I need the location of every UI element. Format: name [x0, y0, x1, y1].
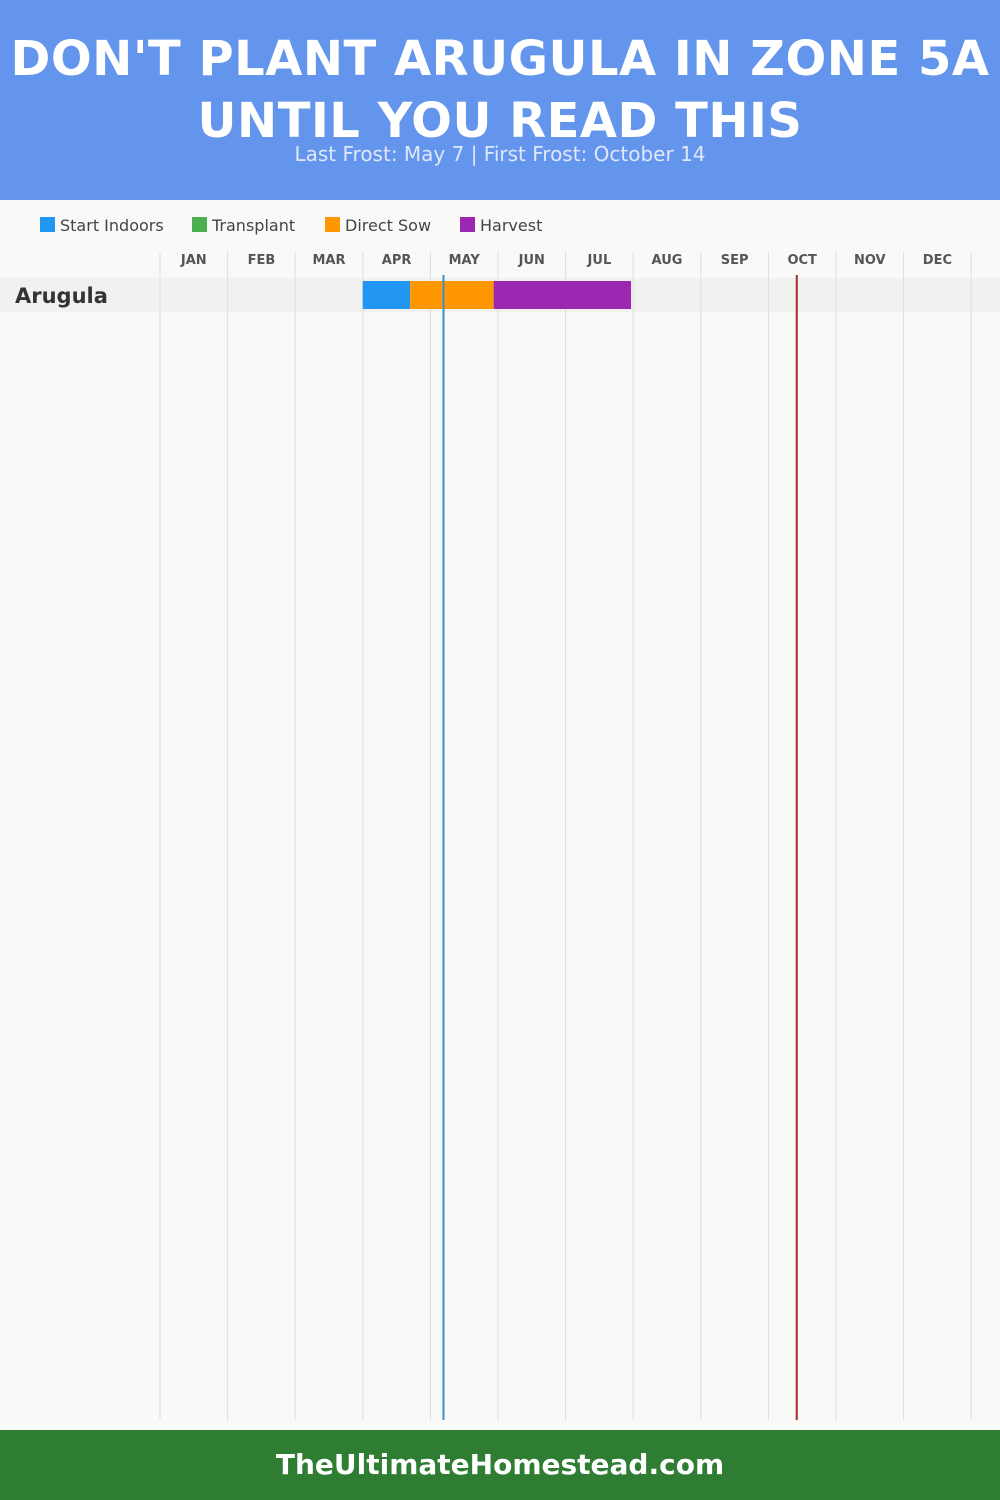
legend-label-start-indoors: Start Indoors — [60, 216, 164, 235]
frost-dates-subtitle: Last Frost: May 7 | First Frost: October… — [294, 142, 706, 166]
legend-label-transplant: Transplant — [211, 216, 295, 235]
footer-banner: TheUltimateHomestead.com — [0, 1430, 1000, 1500]
planting-calendar-chart: Start Indoors Transplant Direct Sow Harvest… — [0, 216, 1000, 1420]
legend-swatch-start-indoors — [40, 217, 55, 232]
bar-end-cap — [621, 281, 632, 309]
bar-start-cap — [362, 281, 373, 309]
month-label-dec: DEC — [923, 253, 952, 268]
legend-label-harvest: Harvest — [480, 216, 542, 235]
month-label-mar: MAR — [312, 253, 345, 268]
header-banner: DON'T PLANT ARUGULA IN ZONE 5A UNTIL YOU… — [0, 0, 1000, 200]
footer-site-link[interactable]: TheUltimateHomestead.com — [275, 1448, 725, 1481]
bar-direct-sow — [410, 281, 494, 309]
crop-label: Arugula — [15, 284, 108, 308]
month-label-jan: JAN — [180, 253, 207, 268]
month-label-jul: JUL — [587, 253, 612, 268]
legend-swatch-direct-sow — [325, 217, 340, 232]
month-label-may: MAY — [449, 253, 481, 268]
month-label-sep: SEP — [721, 253, 749, 268]
month-label-feb: FEB — [248, 253, 276, 268]
legend-swatch-harvest — [460, 217, 475, 232]
legend-swatch-transplant — [192, 217, 207, 232]
page-title: DON'T PLANT ARUGULA IN ZONE 5A UNTIL YOU… — [10, 31, 990, 149]
month-label-apr: APR — [382, 253, 412, 268]
month-label-oct: OCT — [787, 253, 817, 268]
legend-label-direct-sow: Direct Sow — [345, 216, 431, 235]
month-label-aug: AUG — [652, 253, 683, 268]
month-label-jun: JUN — [518, 253, 545, 268]
bar-harvest — [493, 281, 632, 309]
month-label-nov: NOV — [854, 253, 886, 268]
